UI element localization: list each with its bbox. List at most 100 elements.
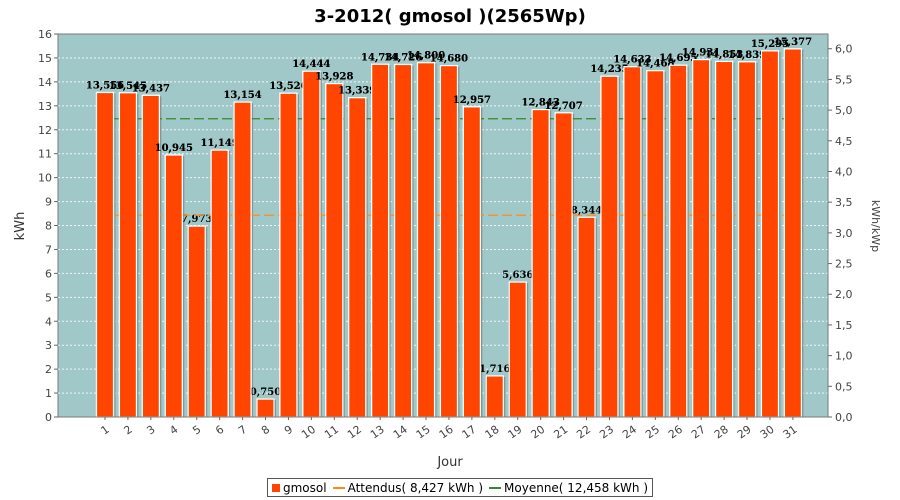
y-tick-label: 7 — [45, 243, 52, 256]
bar-overlay-11 — [325, 82, 344, 418]
bar-overlay-26 — [669, 64, 688, 418]
bar-overlay-6 — [210, 149, 229, 418]
bar-value-label-overlay: 12,707 — [544, 101, 582, 112]
legend-label-gmosol: gmosol — [283, 480, 327, 495]
bar-value-label-overlay: 13,339 — [338, 86, 376, 97]
y-tick-label: 15 — [38, 52, 52, 65]
bar-value-label: 14,235 — [590, 64, 628, 75]
bar-value-label: 14,800 — [407, 51, 445, 62]
x-tick-label: 11 — [322, 423, 341, 442]
bar-value-label: 11,149 — [201, 138, 239, 149]
y-tick-label: 10 — [38, 172, 52, 185]
y-tick-label: 6 — [45, 267, 52, 280]
bar-value-label: 7,973 — [181, 214, 212, 225]
x-tick-label: 14 — [391, 423, 410, 442]
bar-value-label-overlay: 12,957 — [453, 95, 491, 106]
bar-value-label: 14,680 — [430, 54, 468, 65]
chart-title: 3-2012( gmosol )(2565Wp) — [314, 6, 586, 27]
legend-swatch-attendus — [332, 486, 345, 489]
bar-value-label: 13,928 — [315, 72, 353, 83]
bar-value-label-overlay: 14,633 — [613, 55, 651, 66]
bar-overlay-17 — [462, 106, 481, 418]
x-tick-label: 15 — [414, 423, 433, 442]
x-tick-label: 24 — [620, 423, 639, 442]
chart-legend: gmosol Attendus( 8,427 kWh ) Moyenne( 12… — [267, 478, 654, 497]
bar-value-label-overlay: 14,680 — [430, 54, 468, 65]
y2-tick-label: 0,5 — [835, 380, 853, 393]
bar-value-label: 14,734 — [361, 52, 399, 63]
bar-value-label: 14,853 — [705, 49, 743, 60]
x-tick-label: 10 — [299, 423, 318, 442]
x-tick-label: 6 — [213, 423, 226, 438]
bar-value-label: 0,750 — [250, 387, 281, 398]
bar-value-label-overlay: 14,839 — [728, 50, 766, 61]
bar-overlay-1 — [95, 91, 115, 418]
y2-tick-label: 1,0 — [835, 350, 853, 363]
y-tick-label: 0 — [45, 411, 52, 424]
bar-value-label-overlay: 13,526 — [269, 81, 307, 92]
x-tick-label: 21 — [551, 423, 570, 442]
bar-value-label: 14,839 — [728, 50, 766, 61]
y-tick-label: 1 — [45, 387, 52, 400]
y2-tick-label: 4,0 — [835, 165, 853, 178]
x-tick-label: 12 — [345, 423, 364, 442]
bar-value-label: 13,339 — [338, 86, 376, 97]
bar-value-label: 15,377 — [774, 37, 812, 48]
x-tick-label: 23 — [597, 423, 616, 442]
y-tick-label: 12 — [38, 124, 52, 137]
bar-overlay-27 — [692, 58, 711, 418]
bar-overlay-20 — [531, 108, 550, 418]
y2-tick-label: 6,0 — [835, 43, 853, 56]
bar-value-label: 12,707 — [544, 101, 582, 112]
bar-value-label: 14,468 — [636, 59, 674, 70]
bar-overlay-31 — [783, 48, 803, 418]
x-tick-label: 22 — [574, 423, 593, 442]
legend-swatch-gmosol — [272, 483, 280, 492]
bar-value-label-overlay: 14,853 — [705, 49, 743, 60]
bar-value-label-overlay: 14,468 — [636, 59, 674, 70]
y-tick-label: 13 — [38, 100, 52, 113]
bar-gmosol-8 — [256, 398, 275, 418]
bar-value-label-overlay: 15,377 — [774, 37, 812, 48]
x-tick-label: 2 — [121, 423, 134, 438]
bar-value-label: 14,695 — [659, 53, 697, 64]
bar-value-label: 13,545 — [109, 81, 147, 92]
bar-overlay-24 — [623, 66, 642, 418]
bar-overlay-4 — [164, 154, 183, 418]
bar-value-label: 14,726 — [384, 52, 422, 63]
bar-value-label-overlay: 11,149 — [201, 138, 239, 149]
x-tick-label: 5 — [190, 423, 203, 438]
x-tick-label: 25 — [643, 423, 662, 442]
bar-value-label: 15,295 — [751, 39, 789, 50]
bar-overlay-10 — [302, 70, 321, 418]
bar-overlay-21 — [554, 112, 573, 418]
y-tick-label: 14 — [38, 76, 52, 89]
bar-overlay-14 — [393, 63, 413, 418]
bar-value-label-overlay: 14,726 — [384, 52, 422, 63]
bar-value-label: 14,633 — [613, 55, 651, 66]
bar-value-label: 13,526 — [269, 81, 307, 92]
bar-gmosol-5 — [187, 225, 206, 418]
bar-value-label-overlay: 14,931 — [682, 48, 720, 59]
x-tick-label: 17 — [460, 423, 479, 442]
bar-value-label: 12,957 — [453, 95, 491, 106]
y-tick-label: 5 — [45, 291, 52, 304]
bar-overlay-15 — [416, 62, 436, 418]
y-tick-label: 16 — [38, 28, 52, 41]
bar-value-label: 13,154 — [223, 90, 261, 101]
bar-overlay-2 — [118, 92, 138, 418]
y2-tick-label: 2,0 — [835, 288, 853, 301]
x-tick-label: 20 — [528, 423, 547, 442]
bar-value-label: 12,843 — [522, 98, 560, 109]
bar-value-label: 13,556 — [86, 81, 124, 92]
bar-value-label-overlay: 14,695 — [659, 53, 697, 64]
bar-gmosol-19 — [508, 281, 527, 418]
y-tick-label: 9 — [45, 196, 52, 209]
y-tick-label: 4 — [45, 315, 52, 328]
bar-value-label-overlay: 13,545 — [109, 81, 147, 92]
bar-value-label-overlay: 14,444 — [292, 59, 330, 70]
y-axis-title: kWh — [13, 212, 28, 241]
y2-tick-label: 2,5 — [835, 258, 853, 271]
